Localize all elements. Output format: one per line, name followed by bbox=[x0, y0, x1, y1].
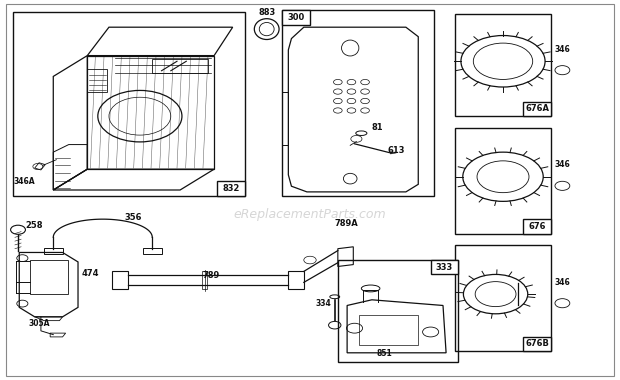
Bar bbox=[523, 219, 551, 234]
Text: 346: 346 bbox=[554, 160, 570, 169]
Text: 789A: 789A bbox=[335, 219, 358, 228]
Text: 346: 346 bbox=[554, 45, 570, 54]
Bar bbox=[455, 245, 551, 351]
Text: 305A: 305A bbox=[29, 319, 50, 328]
Text: 346A: 346A bbox=[14, 177, 35, 186]
Text: 258: 258 bbox=[25, 221, 43, 230]
Text: 81: 81 bbox=[372, 123, 384, 132]
Text: 676: 676 bbox=[529, 222, 546, 231]
Circle shape bbox=[11, 225, 25, 234]
Text: 356: 356 bbox=[125, 213, 143, 222]
Text: 474: 474 bbox=[81, 269, 99, 278]
Bar bbox=[455, 14, 551, 116]
Bar bbox=[431, 260, 458, 274]
Bar bbox=[338, 260, 458, 362]
Bar bbox=[30, 260, 68, 294]
Text: 300: 300 bbox=[288, 13, 304, 22]
Text: 676A: 676A bbox=[525, 105, 549, 114]
Bar bbox=[153, 59, 208, 73]
Bar bbox=[523, 102, 551, 116]
Text: 333: 333 bbox=[436, 263, 453, 272]
Text: 676B: 676B bbox=[525, 339, 549, 348]
Polygon shape bbox=[391, 152, 397, 154]
Text: 883: 883 bbox=[258, 8, 275, 17]
Text: 346: 346 bbox=[554, 277, 570, 287]
Bar bbox=[282, 10, 434, 196]
Bar bbox=[87, 69, 107, 92]
Bar bbox=[13, 12, 245, 196]
Text: eReplacementParts.com: eReplacementParts.com bbox=[234, 208, 386, 221]
Bar bbox=[217, 181, 245, 196]
Text: 334: 334 bbox=[316, 299, 332, 308]
Bar bbox=[282, 10, 310, 25]
Text: 832: 832 bbox=[223, 184, 240, 193]
Bar bbox=[202, 271, 207, 289]
Circle shape bbox=[329, 321, 341, 329]
Text: 851: 851 bbox=[376, 350, 392, 358]
Bar bbox=[360, 315, 418, 345]
Bar bbox=[523, 337, 551, 351]
Ellipse shape bbox=[330, 295, 340, 299]
Text: 613: 613 bbox=[388, 146, 405, 155]
Text: 789: 789 bbox=[202, 271, 219, 280]
Bar bbox=[455, 128, 551, 234]
